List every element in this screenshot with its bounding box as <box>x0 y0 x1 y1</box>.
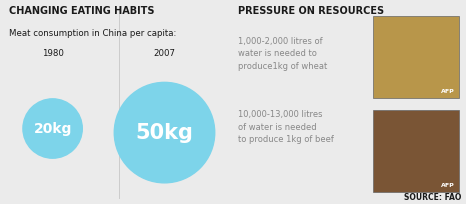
Text: SOURCE: FAO: SOURCE: FAO <box>404 193 461 202</box>
Text: Meat consumption in China per capita:: Meat consumption in China per capita: <box>9 29 177 38</box>
Bar <box>373 16 459 98</box>
Text: AFP: AFP <box>440 89 454 94</box>
Text: 1980: 1980 <box>41 49 63 58</box>
Ellipse shape <box>23 99 82 158</box>
Ellipse shape <box>114 82 215 183</box>
Text: PRESSURE ON RESOURCES: PRESSURE ON RESOURCES <box>238 6 384 16</box>
Text: 50kg: 50kg <box>136 123 193 143</box>
Text: AFP: AFP <box>440 183 454 188</box>
Bar <box>373 110 459 192</box>
Text: 2007: 2007 <box>153 49 176 58</box>
Text: CHANGING EATING HABITS: CHANGING EATING HABITS <box>9 6 155 16</box>
Text: 10,000-13,000 litres
of water is needed
to produce 1kg of beef: 10,000-13,000 litres of water is needed … <box>238 110 334 144</box>
Text: 1,000-2,000 litres of
water is needed to
produce1kg of wheat: 1,000-2,000 litres of water is needed to… <box>238 37 327 71</box>
Text: 20kg: 20kg <box>34 122 72 135</box>
